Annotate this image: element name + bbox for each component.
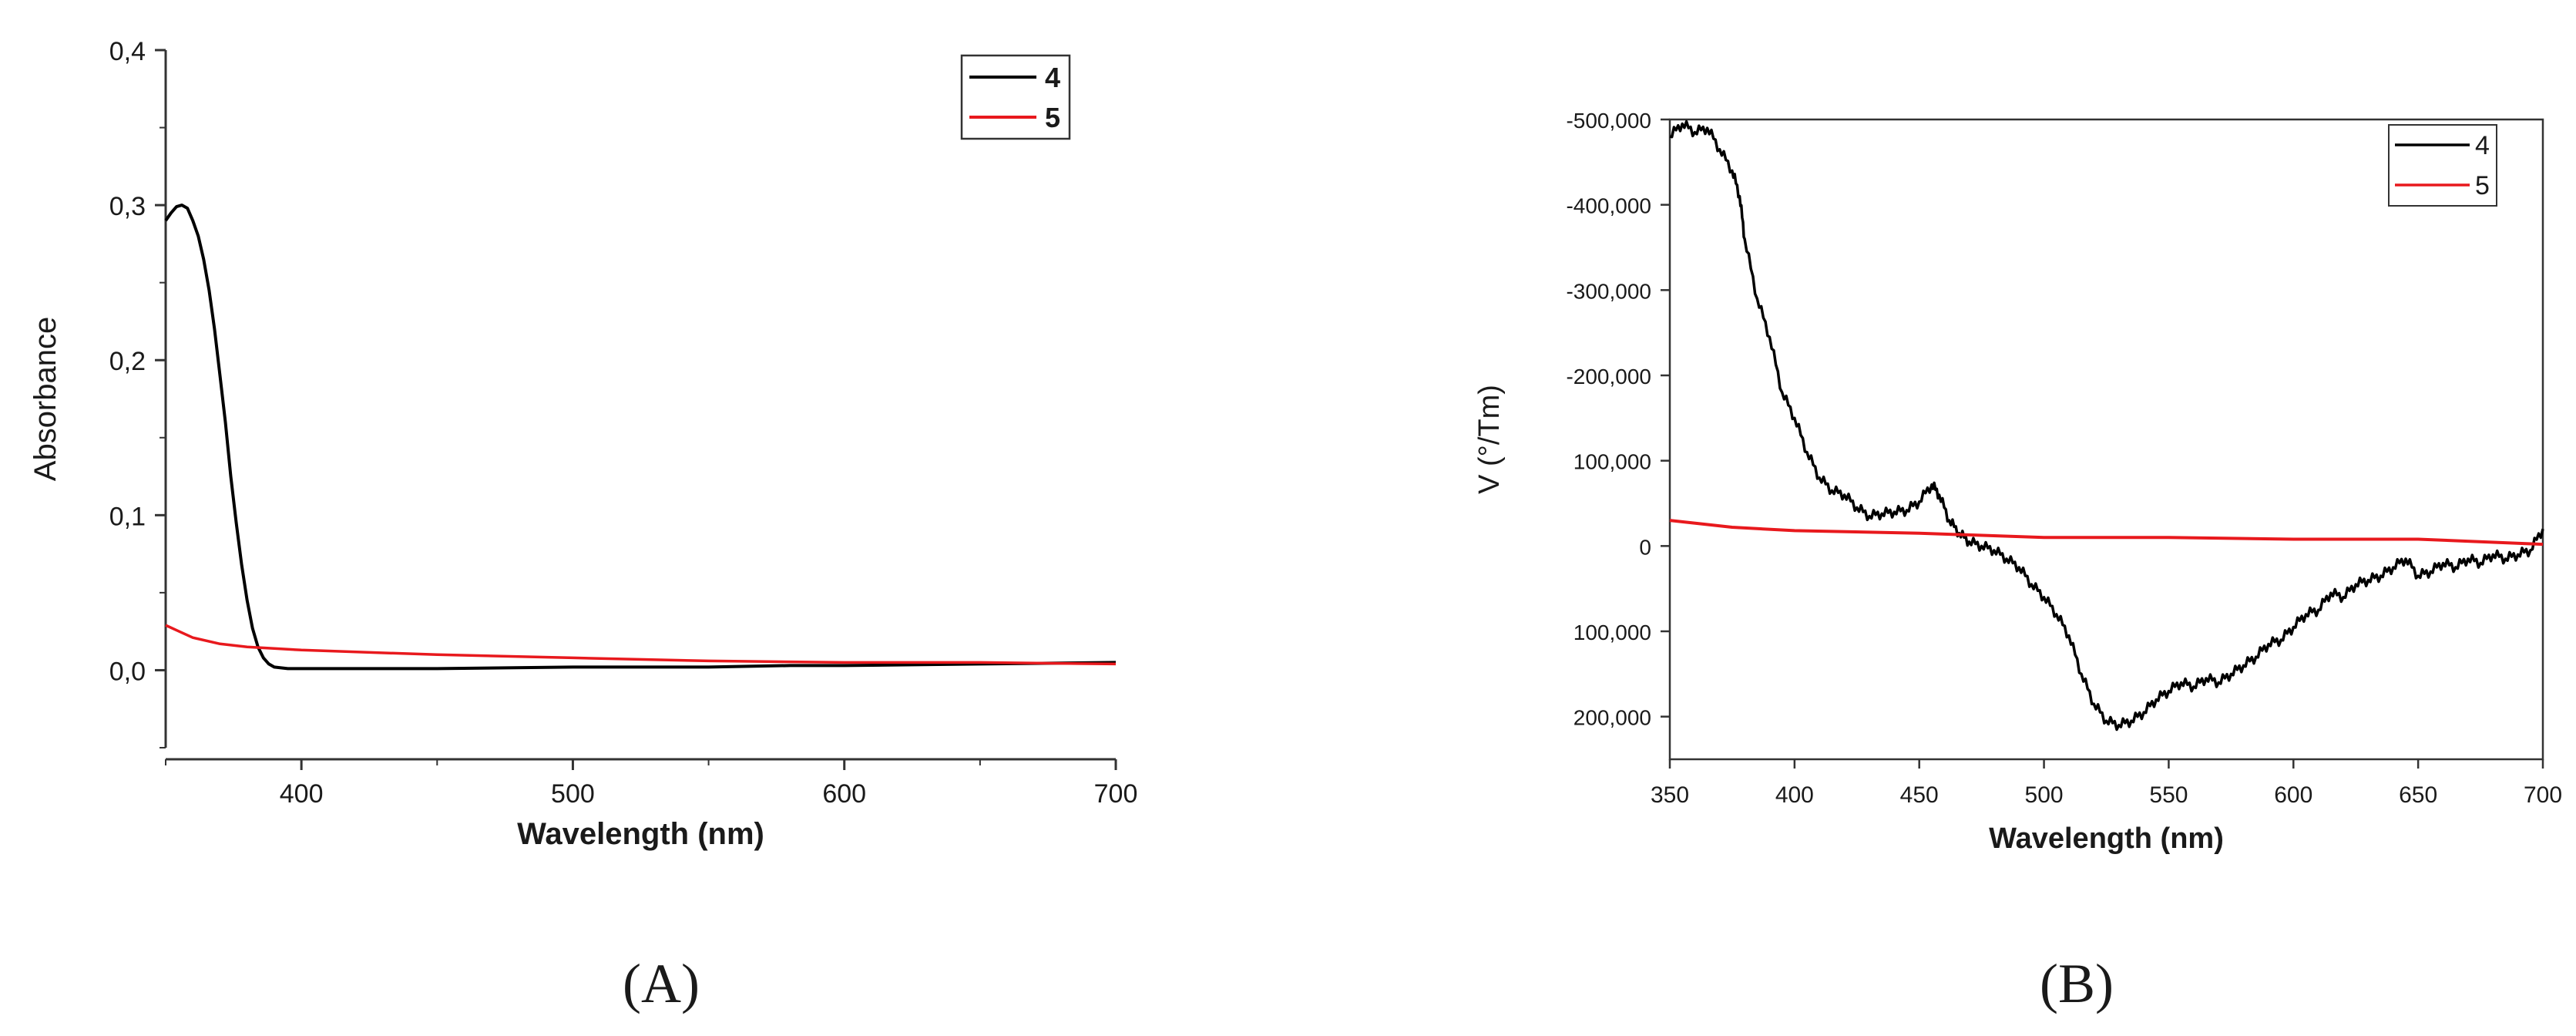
chart-a-x-axis-label: Wavelength (nm) [517,817,764,851]
chart-a-legend: 45 [960,54,1071,140]
chart-b-x-tick-label: 500 [2025,782,2064,808]
chart-b-x-tick-label: 350 [1651,782,1689,808]
chart-a-legend-box [960,54,1071,140]
chart-a-y-tick-label: 0,2 [109,347,146,376]
chart-b-y-tick-label: -300,000 [1566,279,1651,303]
chart-b-series-5-line [1669,519,2544,547]
chart-a-y-tick-label: 0,0 [109,657,146,686]
chart-b-caption: (B) [2040,953,2114,1014]
chart-b-x-tick-label: 700 [2524,782,2562,808]
chart-b-legend-label: 5 [2475,171,2490,200]
chart-a-x-tick-label: 500 [551,779,595,809]
chart-a-legend-label: 4 [1045,62,1060,93]
chart-b-series-4-line [1669,119,2544,732]
chart-a-plot-area: 0,0 0,1 0,2 0,3 0,4 400 500 600 700 [109,37,1138,809]
chart-b-x-tick-label: 400 [1775,782,1814,808]
chart-b-x-axis-label: Wavelength (nm) [1989,822,2224,855]
chart-a-y-axis-label: Absorbance [29,317,62,481]
chart-b-y-axis-label: V (°/Tm) [1473,385,1506,494]
chart-b-legend-box [2388,124,2497,207]
chart-b-x-tick-label: 600 [2274,782,2312,808]
chart-a-series-5-line [165,624,1117,666]
chart-b-y-tick-label: -500,000 [1566,109,1651,133]
chart-a-x-tick-label: 600 [822,779,866,809]
chart-b-x-tick-label: 450 [1900,782,1939,808]
chart-a-y-tick-label: 0,4 [109,37,146,66]
chart-b-x-tick-label: 650 [2399,782,2437,808]
chart-b-legend: 45 [2388,124,2497,207]
chart-a-caption: (A) [623,953,700,1014]
chart-a-series-4-line [164,204,1117,671]
chart-b-y-tick-label: 200,000 [1573,706,1651,730]
chart-b-y-tick-label: 100,000 [1573,621,1651,644]
chart-b-legend-label: 4 [2475,131,2490,160]
chart-a-x-tick-label: 400 [280,779,324,809]
chart-a-legend-label: 5 [1045,102,1060,133]
chart-a-y-tick-label: 0,1 [109,502,146,531]
chart-b-y-tick-label: 100,000 [1573,450,1651,474]
chart-b-frame [1668,118,2544,761]
chart-b-plot-area: -500,000 -400,000 -300,000 -200,000 100,000 0… [1566,109,2562,808]
chart-b-y-tick-label: -200,000 [1566,365,1651,388]
chart-a-y-tick-label: 0,3 [109,192,146,221]
chart-b-y-tick-label: -400,000 [1566,194,1651,218]
chart-b-x-tick-label: 550 [2149,782,2188,808]
chart-a-x-tick-label: 700 [1094,779,1138,809]
chart-b: -500,000 -400,000 -300,000 -200,000 100,000 0… [1473,109,2562,1014]
chart-b-y-tick-label: 0 [1639,535,1651,559]
